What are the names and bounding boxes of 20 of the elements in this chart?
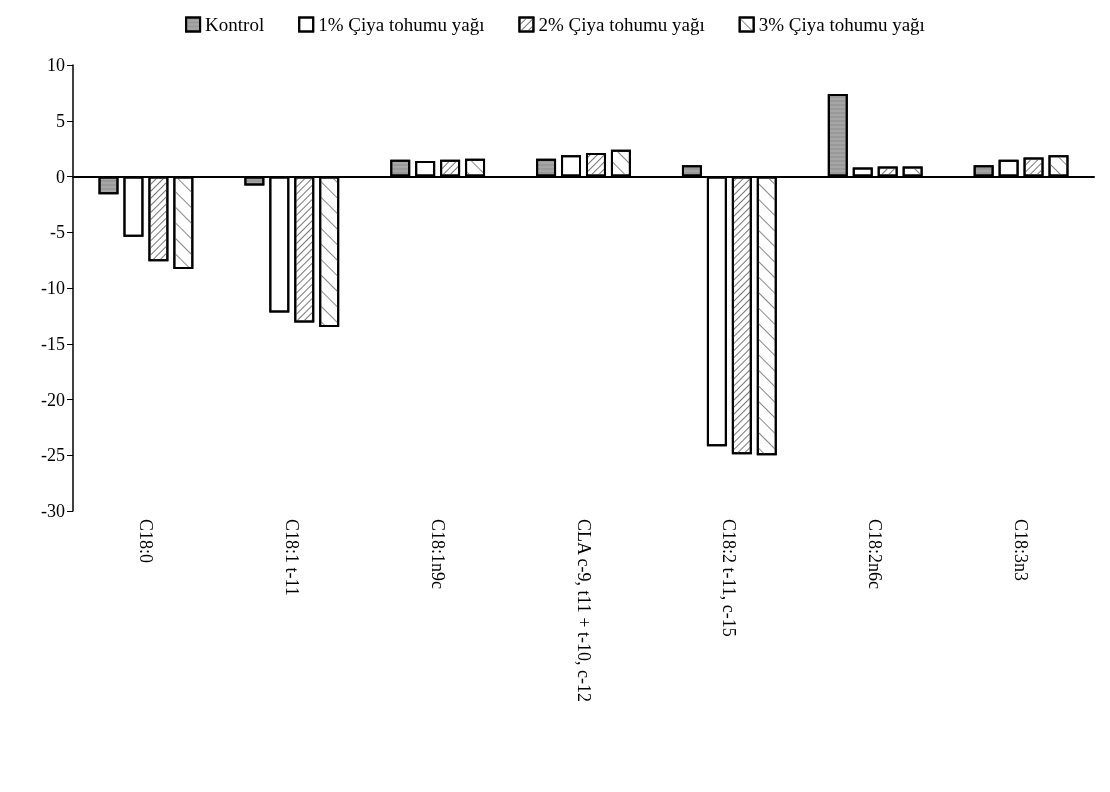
legend-label: 1% Çiya tohumu yağı [318, 14, 485, 35]
y-tick-label: -20 [41, 389, 65, 410]
x-tick-label: C18:0 [135, 519, 156, 564]
y-tick-label: -10 [41, 278, 65, 298]
x-tick-label: C18:2 t-11, c-15 [719, 519, 740, 637]
x-tick-label: C18:1n9c [427, 519, 448, 590]
y-tick-label: -30 [41, 501, 65, 521]
legend-label: 3% Çiya tohumu yağı [758, 14, 925, 35]
x-tick-label: C18:1 t-11 [281, 519, 302, 596]
x-tick-label: C18:3n3 [1011, 519, 1032, 582]
legend-label: Kontrol [205, 14, 265, 35]
y-tick-label: 10 [47, 55, 65, 75]
y-tick-label: 0 [56, 166, 65, 187]
legend-label: 2% Çiya tohumu yağı [538, 14, 705, 35]
y-tick-label: -15 [41, 333, 65, 354]
y-tick-label: -5 [50, 222, 65, 243]
x-tick-label: CLA c-9, t11 + t-10, c-12 [573, 519, 594, 702]
y-tick-label: -25 [41, 445, 65, 466]
x-tick-label: C18:2n6c [865, 519, 886, 590]
y-tick-label: 5 [56, 110, 65, 131]
